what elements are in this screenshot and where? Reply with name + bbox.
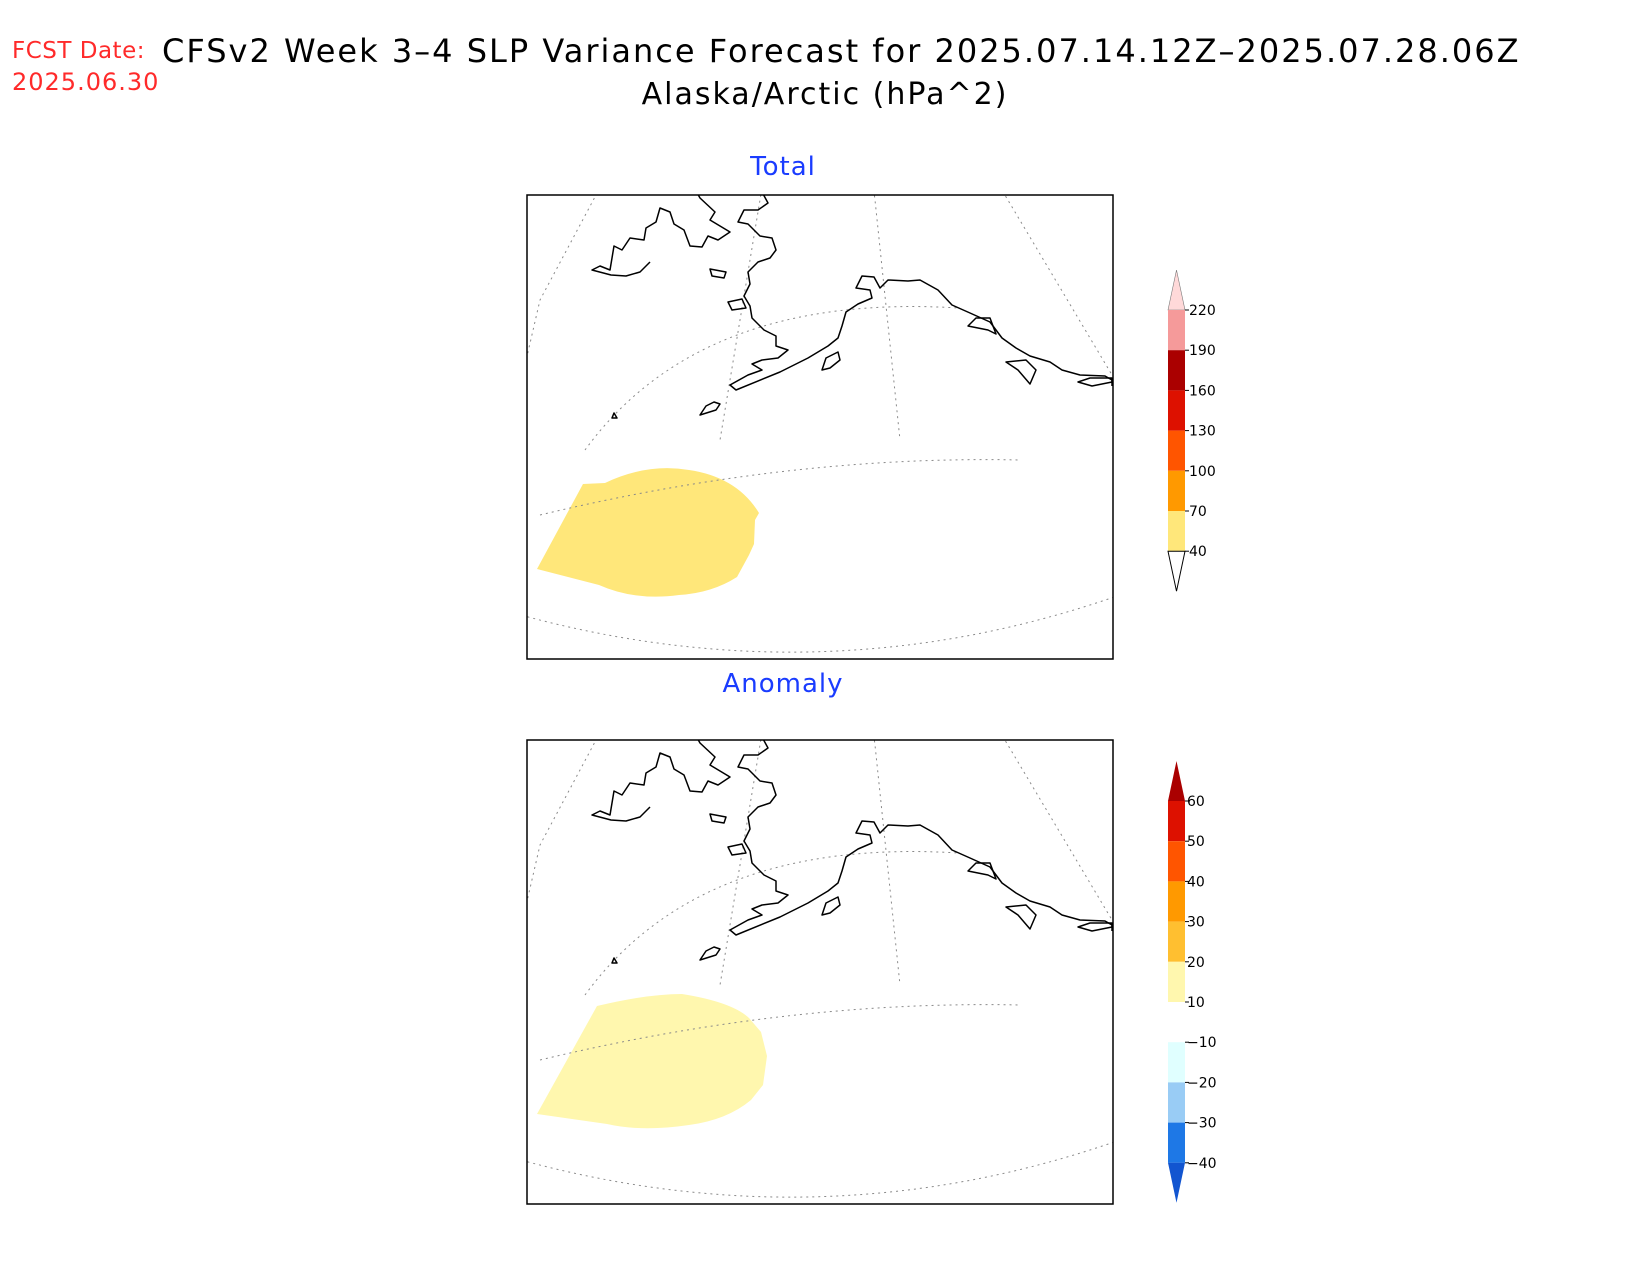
total-colorbar-bottom-arrow xyxy=(1167,550,1186,592)
anomaly-colorbar-swatch xyxy=(1168,1082,1185,1123)
anomaly-colorbar-label: −20 xyxy=(1187,1075,1217,1091)
total-colorbar-top-arrow xyxy=(1167,269,1186,311)
anomaly-colorbar-label: 20 xyxy=(1187,955,1205,971)
fcst-date-value: 2025.06.30 xyxy=(12,68,160,96)
anomaly-colorbar-swatch xyxy=(1168,921,1185,962)
anomaly-map-frame-bg xyxy=(527,740,1113,1204)
panel-title-total: Total xyxy=(750,152,816,182)
total-map-frame xyxy=(526,194,1114,660)
total-colorbar-label: 70 xyxy=(1189,504,1207,520)
anomaly-colorbar-label: 10 xyxy=(1187,995,1205,1011)
anomaly-map-frame xyxy=(526,739,1114,1205)
total-variance-shaded-region xyxy=(537,468,759,597)
total-colorbar-label: 40 xyxy=(1189,544,1207,560)
total-colorbar-swatch xyxy=(1168,511,1185,552)
total-colorbar-label: 100 xyxy=(1189,464,1216,480)
anomaly-variance-shaded-region xyxy=(537,994,767,1129)
total-map-panel xyxy=(526,194,1114,660)
anomaly-colorbar-swatch xyxy=(1168,1042,1185,1083)
anomaly-colorbar-label: 60 xyxy=(1187,794,1205,810)
total-colorbar-label: 220 xyxy=(1189,303,1216,319)
panel-title-anomaly: Anomaly xyxy=(722,669,844,699)
anomaly-colorbar-swatch xyxy=(1168,961,1185,1002)
total-colorbar-swatch xyxy=(1168,350,1185,391)
anomaly-colorbar-label: 50 xyxy=(1187,834,1205,850)
total-colorbar-swatch xyxy=(1168,470,1185,511)
map-subtitle: Alaska/Arctic (hPa^2) xyxy=(641,77,1009,112)
total-colorbar-swatch xyxy=(1168,430,1185,471)
anomaly-colorbar-swatch xyxy=(1168,801,1185,842)
total-colorbar-swatch xyxy=(1168,390,1185,431)
total-colorbar-label: 160 xyxy=(1189,383,1216,399)
fcst-date-label: FCST Date: xyxy=(12,38,145,64)
anomaly-colorbar-swatch xyxy=(1168,1122,1185,1163)
anomaly-colorbar-label: −10 xyxy=(1187,1035,1217,1051)
anomaly-colorbar-swatch xyxy=(1168,881,1185,922)
total-colorbar-swatch xyxy=(1168,310,1185,351)
anomaly-colorbar-bottom-arrow xyxy=(1168,1162,1185,1203)
total-colorbar-label: 130 xyxy=(1189,424,1216,440)
anomaly-colorbar-top-arrow xyxy=(1168,761,1185,801)
anomaly-colorbar-label: −40 xyxy=(1187,1156,1217,1172)
anomaly-colorbar: 60 50 40 30 20 10 −10 −20 −30 −40 xyxy=(1168,761,1217,1203)
anomaly-colorbar-label: 30 xyxy=(1187,915,1205,931)
total-colorbar: 220 190 160 130 100 70 40 xyxy=(1167,269,1216,592)
anomaly-colorbar-label: −30 xyxy=(1187,1116,1217,1132)
anomaly-colorbar-label: 40 xyxy=(1187,874,1205,890)
anomaly-map-panel xyxy=(526,739,1114,1205)
anomaly-colorbar-swatch xyxy=(1168,841,1185,882)
map-title: CFSv2 Week 3–4 SLP Variance Forecast for… xyxy=(162,32,1521,70)
total-colorbar-label: 190 xyxy=(1189,343,1216,359)
anomaly-colorbar-swatch xyxy=(1168,1002,1185,1043)
